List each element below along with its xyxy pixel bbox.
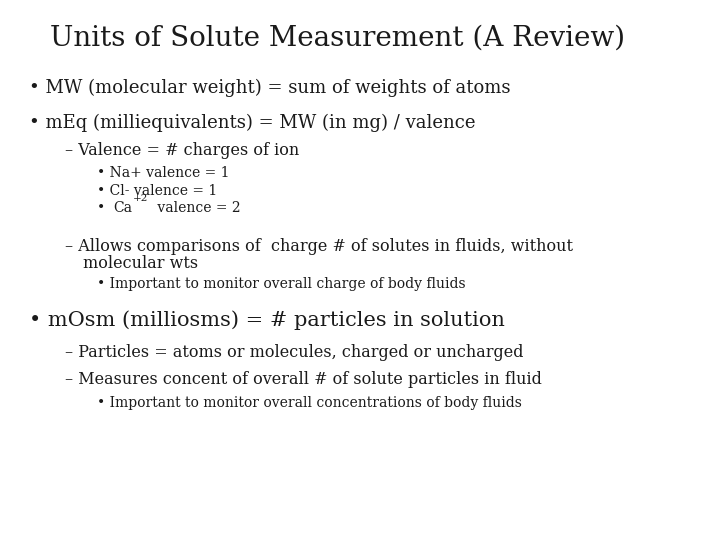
Text: molecular wts: molecular wts — [83, 255, 198, 272]
Text: – Valence = # charges of ion: – Valence = # charges of ion — [65, 142, 299, 159]
Text: valence = 2: valence = 2 — [153, 201, 240, 215]
Text: • MW (molecular weight) = sum of weights of atoms: • MW (molecular weight) = sum of weights… — [29, 78, 510, 97]
Text: – Allows comparisons of  charge # of solutes in fluids, without: – Allows comparisons of charge # of solu… — [65, 238, 573, 254]
Text: – Measures concent of overall # of solute particles in fluid: – Measures concent of overall # of solut… — [65, 371, 541, 388]
Text: Units of Solute Measurement (A Review): Units of Solute Measurement (A Review) — [50, 24, 626, 51]
Text: – Particles = atoms or molecules, charged or uncharged: – Particles = atoms or molecules, charge… — [65, 344, 523, 361]
Text: • mOsm (milliosms) = # particles in solution: • mOsm (milliosms) = # particles in solu… — [29, 310, 505, 330]
Text: +2: +2 — [133, 194, 148, 204]
Text: • mEq (milliequivalents) = MW (in mg) / valence: • mEq (milliequivalents) = MW (in mg) / … — [29, 113, 475, 132]
Text: •: • — [97, 201, 105, 215]
Text: • Important to monitor overall charge of body fluids: • Important to monitor overall charge of… — [97, 277, 466, 291]
Text: • Cl- valence = 1: • Cl- valence = 1 — [97, 184, 217, 198]
Text: • Important to monitor overall concentrations of body fluids: • Important to monitor overall concentra… — [97, 396, 522, 410]
Text: Ca: Ca — [113, 201, 132, 215]
Text: • Na+ valence = 1: • Na+ valence = 1 — [97, 166, 230, 180]
